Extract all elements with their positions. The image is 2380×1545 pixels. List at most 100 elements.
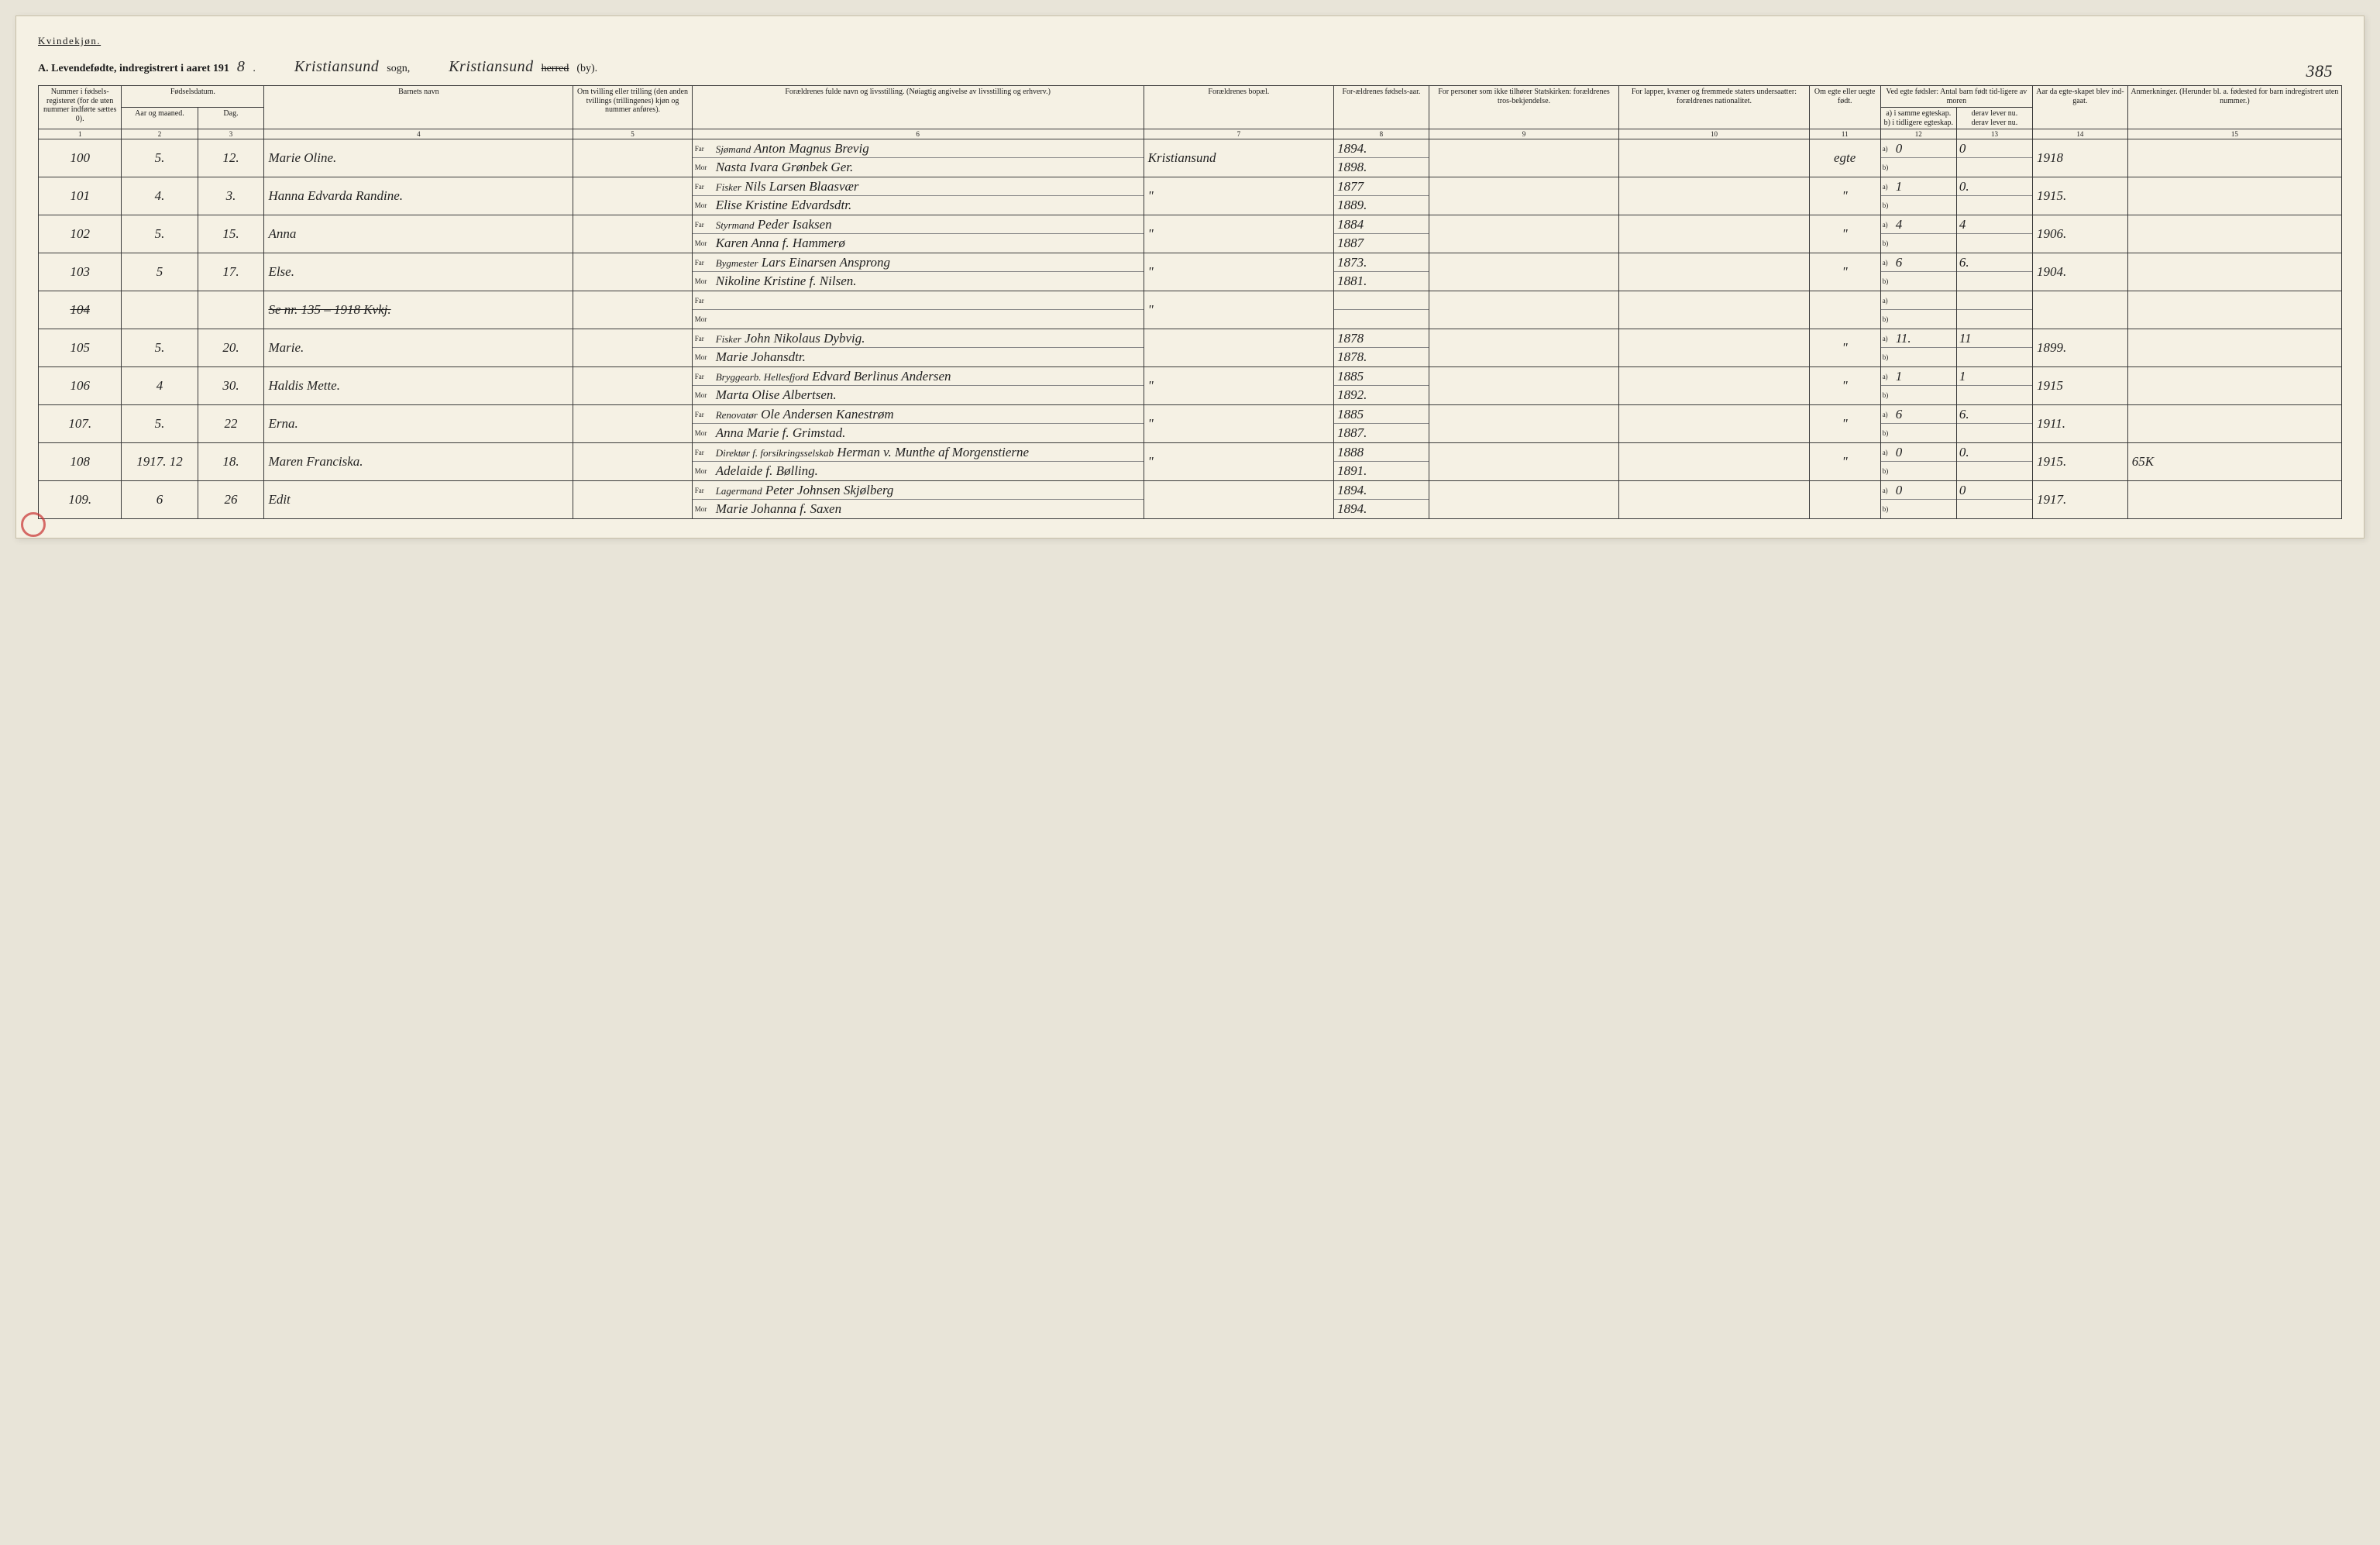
header-12a: a) i samme egteskap.b) i tidligere egtes… <box>1880 108 1956 129</box>
mother-year: 1881. <box>1334 274 1370 289</box>
val-a2: 4 <box>1957 217 1969 232</box>
birth-year-month: 1917. 12 <box>122 443 198 481</box>
marriage-year: 1918 <box>2033 139 2128 177</box>
prior-children-living: 6. <box>1956 253 2032 291</box>
mother-year: 1878. <box>1334 349 1370 365</box>
colnum: 12 <box>1880 129 1956 139</box>
marriage-year <box>2033 291 2128 329</box>
colnum: 14 <box>2033 129 2128 139</box>
val-a2: 0. <box>1957 179 1972 194</box>
mother-name: Adelaide f. Bølling. <box>713 463 821 479</box>
mor-label: Mor <box>693 239 713 247</box>
year-suffix: 8 <box>237 58 246 76</box>
father-year: 1873. <box>1334 255 1370 270</box>
mor-label: Mor <box>693 353 713 361</box>
mother-name: Karen Anna f. Hammerø <box>713 236 848 251</box>
father-name: Bygmester Lars Einarsen Ansprong <box>713 255 893 270</box>
colnum: 15 <box>2127 129 2341 139</box>
row-number: 100 <box>39 139 122 177</box>
religion <box>1429 139 1618 177</box>
birth-year-month: 6 <box>122 481 198 519</box>
prior-children-a: a)4 b) <box>1880 215 1956 253</box>
residence <box>1144 329 1333 367</box>
birth-day: 3. <box>198 177 264 215</box>
legitimate: egte <box>1809 139 1880 177</box>
mor-label: Mor <box>693 315 713 323</box>
legitimate: " <box>1809 253 1880 291</box>
father-name: Sjømand Anton Magnus Brevig <box>713 141 872 157</box>
legitimate <box>1809 291 1880 329</box>
mother-year: 1894. <box>1334 501 1370 517</box>
father-year: 1888 <box>1334 445 1367 460</box>
table-row: 102 5. 15. Anna FarStyrmand Peder Isakse… <box>39 215 2342 253</box>
nationality <box>1619 443 1809 481</box>
colnum: 9 <box>1429 129 1618 139</box>
birth-day <box>198 291 264 329</box>
parents-cell: FarSjømand Anton Magnus Brevig MorNasta … <box>692 139 1144 177</box>
red-stamp-circle <box>21 512 46 537</box>
parents-cell: FarDirektør f. forsikringsselskab Herman… <box>692 443 1144 481</box>
far-label: Far <box>693 221 713 229</box>
father-year: 1885 <box>1334 369 1367 384</box>
residence: " <box>1144 177 1333 215</box>
twin-info <box>573 253 692 291</box>
father-name: Direktør f. forsikringsselskab Herman v.… <box>713 445 1032 460</box>
parent-birth-years: 1877 1889. <box>1334 177 1429 215</box>
mor-label: Mor <box>693 201 713 209</box>
nationality <box>1619 481 1809 519</box>
table-row: 108 1917. 12 18. Maren Franciska. FarDir… <box>39 443 2342 481</box>
father-year: 1884 <box>1334 217 1367 232</box>
father-year: 1894. <box>1334 141 1370 157</box>
val-a2: 11 <box>1957 331 1974 346</box>
register-table: Nummer i fødsels-registeret (for de uten… <box>38 85 2342 519</box>
val-a2: 6. <box>1957 255 1972 270</box>
mor-label: Mor <box>693 467 713 475</box>
colnum: 8 <box>1334 129 1429 139</box>
gender-label: Kvindekjøn. <box>38 35 2342 47</box>
colnum: 3 <box>198 129 264 139</box>
religion <box>1429 177 1618 215</box>
residence: " <box>1144 215 1333 253</box>
mor-label: Mor <box>693 277 713 285</box>
marriage-year: 1917. <box>2033 481 2128 519</box>
residence: " <box>1144 253 1333 291</box>
table-row: 103 5 17. Else. FarBygmester Lars Einars… <box>39 253 2342 291</box>
parents-cell: FarLagermand Peter Johnsen Skjølberg Mor… <box>692 481 1144 519</box>
header-4: Barnets navn <box>264 86 573 129</box>
header-14: Aar da egte-skapet blev ind-gaat. <box>2033 86 2128 129</box>
father-year: 1878 <box>1334 331 1367 346</box>
parents-cell: Far Mor <box>692 291 1144 329</box>
nationality <box>1619 177 1809 215</box>
val-a2: 0 <box>1957 483 1969 498</box>
religion <box>1429 405 1618 443</box>
parent-birth-years: 1894. 1894. <box>1334 481 1429 519</box>
mother-name: Marie Johanna f. Saxen <box>713 501 844 517</box>
birth-day: 12. <box>198 139 264 177</box>
row-number: 102 <box>39 215 122 253</box>
child-name: Se nr. 135 – 1918 Kvkj. <box>264 291 573 329</box>
header-13a: derav lever nu.derav lever nu. <box>1956 108 2032 129</box>
val-a: 0 <box>1893 483 1905 498</box>
twin-info <box>573 329 692 367</box>
mor-label: Mor <box>693 391 713 399</box>
religion <box>1429 291 1618 329</box>
birth-day: 20. <box>198 329 264 367</box>
parents-cell: FarFisker John Nikolaus Dybvig. MorMarie… <box>692 329 1144 367</box>
legitimate: " <box>1809 177 1880 215</box>
legitimate: " <box>1809 329 1880 367</box>
parents-cell: FarFisker Nils Larsen Blaasvær MorElise … <box>692 177 1144 215</box>
birth-day: 15. <box>198 215 264 253</box>
child-name: Marie. <box>264 329 573 367</box>
prior-children-living: 0. <box>1956 443 2032 481</box>
table-body: 100 5. 12. Marie Oline. FarSjømand Anton… <box>39 139 2342 519</box>
herred-label: herred <box>542 63 569 75</box>
header-6: Forældrenes fulde navn og livsstilling. … <box>692 86 1144 129</box>
father-name: Bryggearb. Hellesfjord Edvard Berlinus A… <box>713 369 954 384</box>
parents-cell: FarRenovatør Ole Andersen Kanestrøm MorA… <box>692 405 1144 443</box>
nationality <box>1619 253 1809 291</box>
mor-label: Mor <box>693 429 713 437</box>
prior-children-living: 1 <box>1956 367 2032 405</box>
residence <box>1144 481 1333 519</box>
mother-name: Marta Olise Albertsen. <box>713 387 840 403</box>
title-row: A. Levendefødte, indregistrert i aaret 1… <box>38 58 2342 76</box>
